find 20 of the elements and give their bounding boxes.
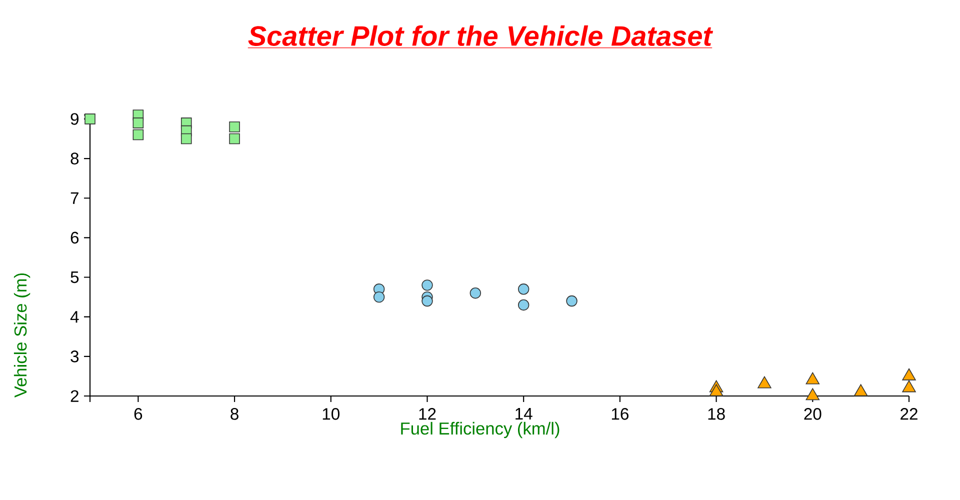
- x-tick-label: 12: [419, 408, 436, 420]
- y-tick-label: 7: [70, 192, 78, 204]
- y-tick-label: 9: [70, 113, 79, 125]
- x-tick-label: 8: [230, 408, 238, 420]
- x-tick-label: 20: [804, 408, 822, 420]
- y-tick-label: 4: [70, 311, 79, 323]
- y-tick-label: 8: [70, 152, 79, 164]
- y-tick-label: 6: [70, 232, 79, 244]
- chart-title: Scatter Plot for the Vehicle Dataset: [248, 25, 714, 46]
- x-tick-label: 10: [322, 408, 340, 420]
- x-tick-label: 16: [612, 408, 628, 420]
- x-axis-title: Fuel Efficiency (km/l): [401, 422, 560, 438]
- y-tick-label: 5: [70, 271, 79, 284]
- y-tick-label: 2: [70, 390, 78, 402]
- x-tick-label: 14: [516, 408, 532, 420]
- y-tick-label: 3: [70, 350, 79, 362]
- y-axis-title: Vehicle Size (m): [14, 273, 30, 398]
- x-tick-label: 6: [134, 408, 142, 420]
- x-tick-label: 18: [708, 408, 725, 420]
- x-tick-label: 22: [900, 408, 918, 420]
